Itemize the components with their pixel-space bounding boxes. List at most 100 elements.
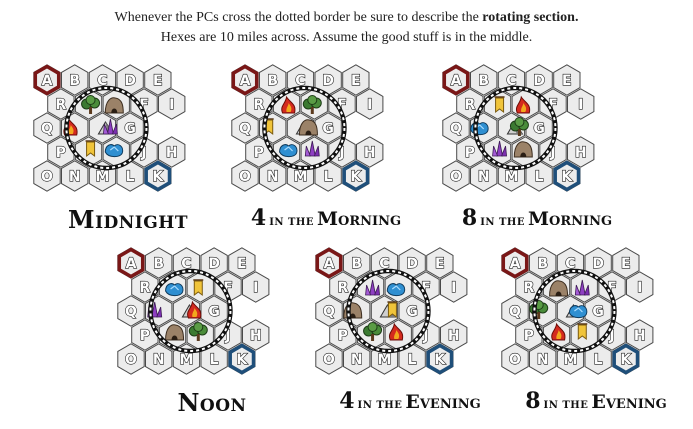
hex-n: N: [61, 160, 89, 192]
hex-map: A B C D E R F I Q G P J H O N M L K: [442, 64, 595, 192]
hex-q: Q: [117, 295, 145, 327]
hex-label: L: [594, 352, 603, 368]
hex-r: R: [131, 271, 159, 303]
rotating-border-dots: [149, 270, 232, 352]
hex-label: J: [608, 328, 614, 344]
hex-label: N: [351, 352, 363, 368]
tree-icon: [363, 322, 383, 341]
hex-n: N: [259, 160, 287, 192]
hex-a: A: [33, 64, 61, 96]
intro-line-1: Whenever the PCs cross the dotted border…: [0, 8, 693, 28]
banner-icon: [85, 140, 96, 157]
hex-e: E: [426, 247, 454, 279]
rotating-section: [263, 95, 322, 158]
hex-k: K: [426, 343, 454, 375]
hex-label: A: [324, 256, 335, 272]
hex-label: J: [422, 328, 428, 344]
hex-map: A B C D E R F I Q G P J H O N M L K: [501, 247, 654, 375]
hex-k: K: [342, 160, 370, 192]
hex-label: N: [69, 169, 81, 185]
panel-caption: Midnight: [18, 205, 238, 234]
hex-d: D: [116, 64, 144, 96]
rotating-section: [343, 279, 406, 341]
hex-a: A: [231, 64, 259, 96]
rotating-section: [147, 279, 208, 341]
hex-label: H: [634, 328, 646, 344]
crystal-blue-icon: [386, 283, 406, 297]
cave-icon: [104, 97, 124, 114]
hex-label: I: [637, 280, 642, 296]
hex-label: B: [69, 73, 80, 89]
banner-icon: [193, 279, 204, 296]
hex-label: I: [367, 97, 372, 113]
hex-label: F: [548, 97, 558, 113]
hex-label: F: [421, 280, 431, 296]
hex-l: L: [200, 343, 228, 375]
caption-small: IN THE: [269, 217, 314, 228]
hex-map: A B C D E R F I Q G P J H O N M L K: [315, 247, 468, 375]
hex-label: P: [140, 328, 150, 344]
hex-o: O: [231, 160, 259, 192]
hex-label: R: [523, 280, 534, 296]
hex-i: I: [356, 88, 384, 120]
hex-label: C: [506, 73, 516, 89]
banner-icon: [387, 301, 398, 318]
crystal-blue-icon: [279, 144, 298, 158]
hex-label: N: [267, 169, 279, 185]
hex-label: R: [253, 97, 264, 113]
hex-label: D: [533, 73, 545, 89]
hex-label: P: [56, 145, 66, 161]
hex-i: I: [626, 271, 654, 303]
hex-b: B: [343, 247, 371, 279]
hex-h: H: [626, 319, 654, 351]
rotating-border-dots: [347, 270, 430, 352]
hex-k: K: [228, 343, 256, 375]
hex-i: I: [440, 271, 468, 303]
intro-line-1-bold: rotating section.: [482, 10, 579, 25]
hex-l: L: [525, 160, 553, 192]
hex-h: H: [158, 136, 186, 168]
panel-caption: Noon: [102, 388, 322, 417]
hex-r: R: [329, 271, 357, 303]
flame-icon: [187, 300, 202, 319]
hex-label: M: [377, 352, 391, 368]
hex-label: P: [338, 328, 348, 344]
hex-e: E: [612, 247, 640, 279]
hex-label: R: [55, 97, 66, 113]
hex-label: Q: [125, 304, 137, 320]
rotating-border-dots: [263, 87, 346, 169]
hex-a: A: [442, 64, 470, 96]
hex-label: N: [478, 169, 490, 185]
rotating-border-dots: [65, 87, 148, 169]
hex-p: P: [131, 319, 159, 351]
hex-label: K: [152, 169, 164, 185]
banner-icon: [494, 96, 505, 113]
crystal-blue-icon: [165, 283, 184, 297]
hex-label: Q: [41, 121, 53, 137]
hex-label: I: [169, 97, 174, 113]
hex-label: B: [153, 256, 164, 272]
hex-e: E: [228, 247, 256, 279]
hex-b: B: [145, 247, 173, 279]
caption-number: 4: [250, 205, 267, 231]
hex-r: R: [245, 88, 273, 120]
hex-label: B: [267, 73, 278, 89]
panel-8pm: A B C D E R F I Q G P J H O N M L K 8 IN THE Evening: [496, 247, 693, 422]
rotating-section: [529, 279, 590, 341]
caption-word: Evening: [405, 391, 481, 413]
hex-label: M: [504, 169, 518, 185]
caption-number: 4: [339, 388, 355, 414]
hex-g: G: [584, 295, 612, 327]
hex-label: P: [465, 145, 475, 161]
hex-label: Q: [239, 121, 251, 137]
caption-word: Morning: [317, 208, 402, 230]
hex-o: O: [315, 343, 343, 375]
hex-f: F: [598, 271, 626, 303]
hex-n: N: [529, 343, 557, 375]
hex-label: E: [562, 73, 572, 89]
caption-number: 8: [461, 205, 478, 231]
hex-label: K: [236, 352, 248, 368]
hex-label: A: [42, 73, 53, 89]
hex-label: H: [448, 328, 460, 344]
hex-label: B: [351, 256, 362, 272]
